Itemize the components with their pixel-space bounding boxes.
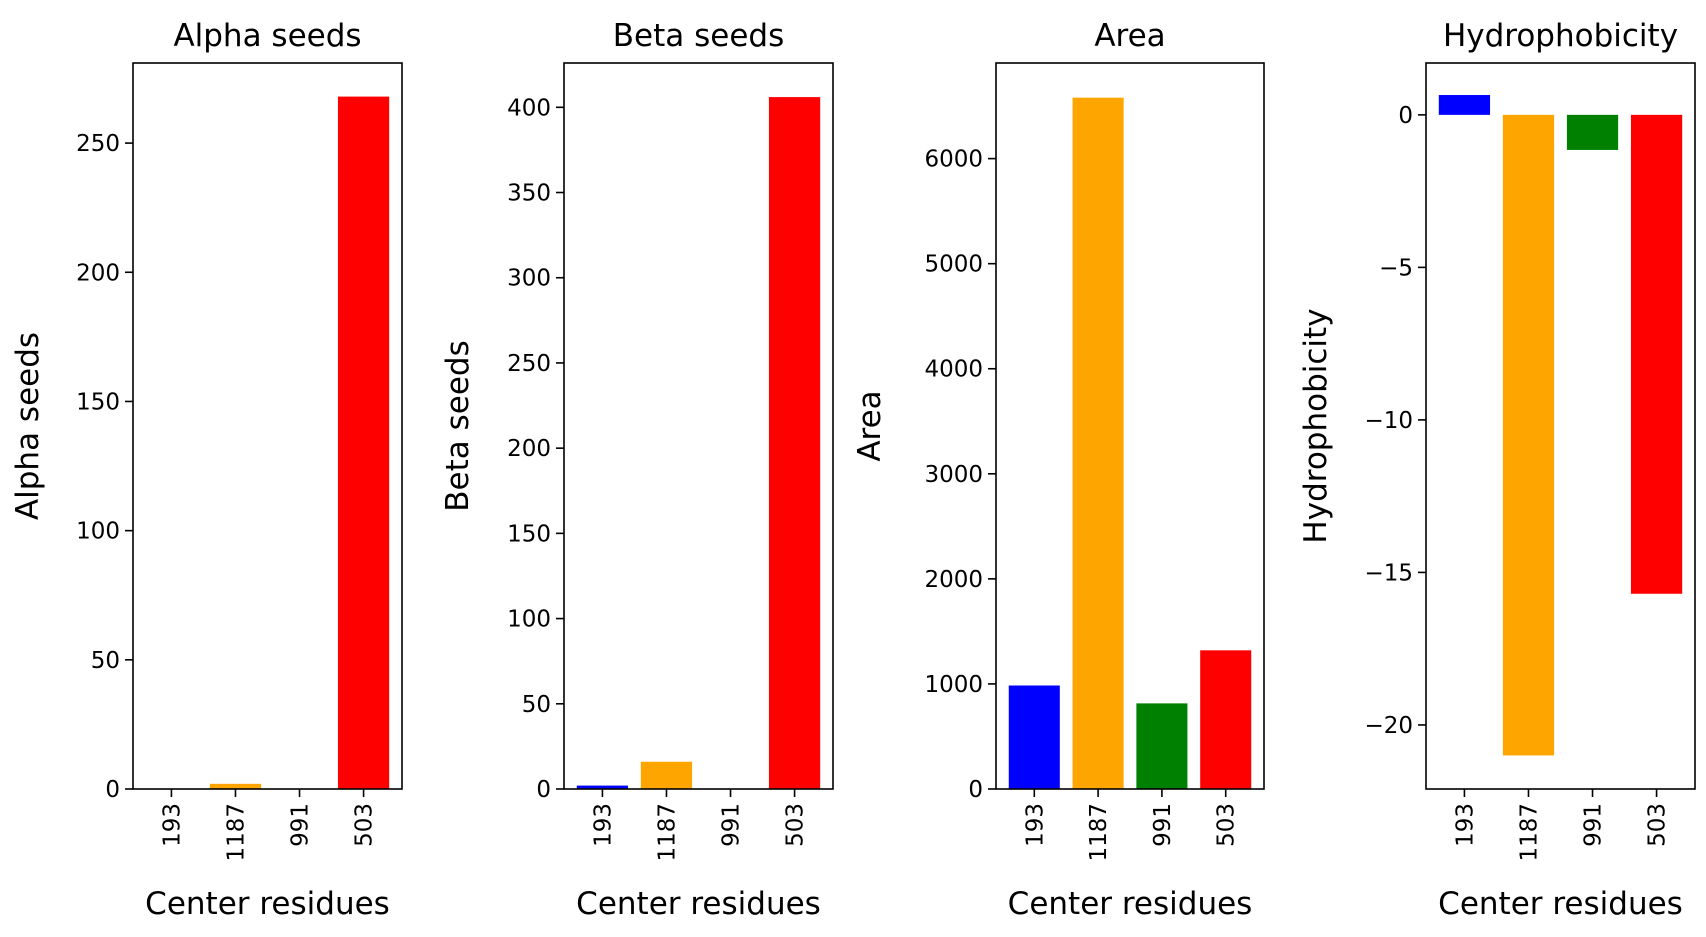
y-tick-label: 150 xyxy=(76,389,120,415)
y-tick-label: 400 xyxy=(507,95,551,121)
bar-503 xyxy=(337,96,390,790)
x-tick-label: 503 xyxy=(1214,803,1240,847)
x-axis-label: Center residues xyxy=(576,886,821,922)
chart-panel-4: −20 −15 −10 −5 0 193 1187 991 503 Hydrophobicity C… xyxy=(1298,18,1696,922)
x-tick-label: 503 xyxy=(783,803,809,847)
y-tick-label: 250 xyxy=(507,351,551,377)
bar-991 xyxy=(1566,114,1619,150)
x-tick-label: 193 xyxy=(1452,803,1478,847)
x-tick-label: 991 xyxy=(1581,803,1607,847)
bar-1187 xyxy=(1072,97,1124,789)
y-tick-label: 200 xyxy=(507,436,551,462)
chart-panel-1: 0 50 100 150 200 250 193 1187 991 503 Alpha seeds C… xyxy=(10,18,403,922)
x-tick-label: 991 xyxy=(288,803,314,847)
y-tick-label: 350 xyxy=(507,181,551,207)
x-tick-label: 193 xyxy=(159,803,185,847)
bar-193 xyxy=(1008,685,1060,789)
y-tick-label: 2000 xyxy=(924,567,983,593)
y-tick-label: 150 xyxy=(507,521,551,547)
y-tick-label: −5 xyxy=(1379,255,1413,281)
x-tick-label: 503 xyxy=(352,803,378,847)
chart-panel-3: 0 1000 2000 3000 4000 5000 6000 193 1187 991 503 Ar… xyxy=(852,18,1265,922)
y-axis-label: Area xyxy=(852,390,888,461)
y-tick-label: 0 xyxy=(536,777,551,803)
bar-503 xyxy=(768,97,821,789)
y-tick-label: 50 xyxy=(522,692,551,718)
chart-title: Beta seeds xyxy=(613,18,784,54)
y-axis-label: Alpha seeds xyxy=(10,332,46,520)
x-tick-label: 1187 xyxy=(223,803,249,862)
plot-frame xyxy=(132,62,403,790)
x-tick-label: 1187 xyxy=(654,803,680,862)
x-tick-label: 1187 xyxy=(1086,803,1112,862)
chart-title: Alpha seeds xyxy=(173,18,361,54)
x-tick-label: 193 xyxy=(590,803,616,847)
y-tick-label: 0 xyxy=(105,777,120,803)
y-tick-label: 100 xyxy=(507,607,551,633)
bar-193 xyxy=(1438,95,1491,115)
x-tick-label: 503 xyxy=(1645,803,1671,847)
plot-frame xyxy=(563,62,834,790)
y-tick-label: 300 xyxy=(507,266,551,292)
chart-panel-2: 0 50 100 150 200 250 300 350 400 193 1187 991 503 Bet… xyxy=(440,18,834,922)
plot-frame xyxy=(1425,62,1696,790)
y-axis-label: Hydrophobicity xyxy=(1298,308,1334,543)
bar-1187 xyxy=(209,783,262,789)
y-axis-label: Beta seeds xyxy=(440,340,476,511)
y-tick-label: 1000 xyxy=(924,672,983,698)
bar-1187 xyxy=(640,761,693,789)
x-tick-label: 193 xyxy=(1022,803,1048,847)
bar-193 xyxy=(576,785,629,789)
y-tick-label: −20 xyxy=(1364,713,1413,739)
x-axis-label: Center residues xyxy=(1008,886,1253,922)
bar-503 xyxy=(1630,114,1683,594)
y-tick-label: −15 xyxy=(1364,560,1413,586)
bar-1187 xyxy=(1502,114,1555,756)
x-tick-label: 991 xyxy=(1150,803,1176,847)
bar-991 xyxy=(1136,703,1188,789)
y-tick-label: 200 xyxy=(76,260,120,286)
x-tick-label: 1187 xyxy=(1516,803,1542,862)
y-tick-label: −10 xyxy=(1364,408,1413,434)
y-tick-label: 100 xyxy=(76,519,120,545)
y-tick-label: 3000 xyxy=(924,462,983,488)
x-tick-label: 991 xyxy=(719,803,745,847)
y-tick-label: 0 xyxy=(968,777,983,803)
chart-title: Area xyxy=(1094,18,1165,54)
bar-503 xyxy=(1200,650,1252,789)
y-tick-label: 0 xyxy=(1398,103,1413,129)
y-tick-label: 5000 xyxy=(924,252,983,278)
y-tick-label: 50 xyxy=(91,648,120,674)
x-axis-label: Center residues xyxy=(145,886,390,922)
chart-title: Hydrophobicity xyxy=(1443,18,1678,54)
y-tick-label: 6000 xyxy=(924,147,983,173)
y-tick-label: 4000 xyxy=(924,357,983,383)
y-tick-label: 250 xyxy=(76,131,120,157)
x-axis-label: Center residues xyxy=(1438,886,1683,922)
plot-frame xyxy=(995,62,1265,790)
